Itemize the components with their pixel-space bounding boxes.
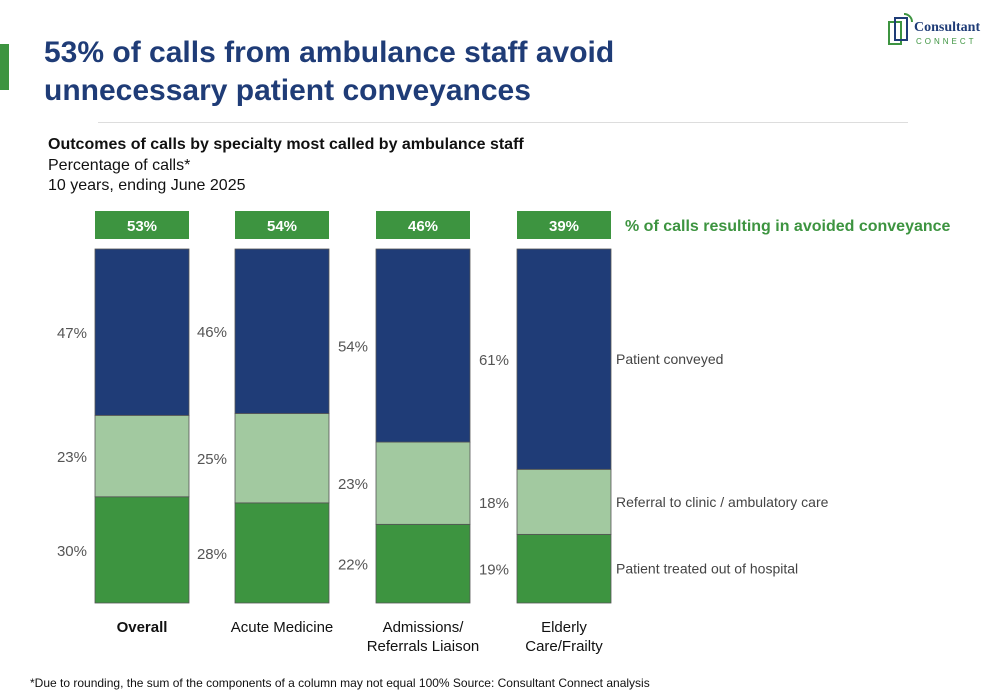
segment-label: 19% [479, 562, 509, 579]
category-label: Overall [117, 619, 168, 636]
total-badge [235, 211, 329, 239]
segment-label: 61% [479, 352, 509, 369]
segment-label: 25% [197, 451, 227, 468]
segment-label: 30% [57, 543, 87, 560]
legend-label: Patient treated out of hospital [616, 561, 798, 577]
total-badge [517, 211, 611, 239]
category-label: Care/Frailty [525, 638, 603, 655]
phone-icon [888, 13, 913, 45]
footnote: *Due to rounding, the sum of the compone… [30, 676, 650, 690]
bar-segment [94, 496, 190, 604]
total-label: 54% [267, 218, 297, 235]
total-label: 46% [408, 218, 438, 235]
accent-bar [0, 44, 9, 90]
totals-legend: % of calls resulting in avoided conveyan… [625, 218, 951, 235]
title-line-2: unnecessary patient conveyances [44, 74, 531, 107]
legend-label: Referral to clinic / ambulatory care [616, 494, 829, 510]
logo-text: Consultant [914, 20, 981, 35]
segment-label: 23% [57, 449, 87, 466]
bar-segment [516, 468, 612, 535]
logo-subtext: CONNECT [916, 37, 977, 46]
bar-segment [94, 414, 190, 498]
bar-segment [234, 413, 330, 504]
legend-label: Patient conveyed [616, 351, 723, 367]
category-label: Referrals Liaison [367, 638, 480, 655]
category-label: Elderly [541, 619, 587, 636]
bar-segment [375, 523, 471, 604]
bar-segment [234, 502, 330, 604]
bar-segment [234, 248, 330, 414]
segment-label: 28% [197, 546, 227, 563]
total-badge [95, 211, 189, 239]
divider [98, 122, 908, 123]
category-label: Admissions/ [383, 619, 465, 636]
consultant-connect-logo: Consultant CONNECT [886, 12, 996, 48]
segment-label: 47% [57, 325, 87, 342]
total-badge [376, 211, 470, 239]
chart-title: Outcomes of calls by specialty most call… [48, 136, 524, 153]
chart-subtitle: Percentage of calls* [48, 157, 191, 174]
segment-label: 46% [197, 324, 227, 341]
bar-segment [94, 248, 190, 416]
bar-segment [516, 533, 612, 604]
chart-period: 10 years, ending June 2025 [48, 177, 246, 194]
segment-label: 18% [479, 495, 509, 512]
category-label: Acute Medicine [231, 619, 334, 636]
total-label: 39% [549, 218, 579, 235]
total-label: 53% [127, 218, 157, 235]
page-title: 53% of calls from ambulance staff avoid u… [44, 34, 844, 110]
segment-label: 22% [338, 557, 368, 574]
segment-label: 54% [338, 339, 368, 356]
bar-segment [375, 441, 471, 525]
bar-segment [375, 248, 471, 443]
segment-label: 23% [338, 476, 368, 493]
bar-segment [516, 248, 612, 470]
title-line-1: 53% of calls from ambulance staff avoid [44, 36, 615, 69]
